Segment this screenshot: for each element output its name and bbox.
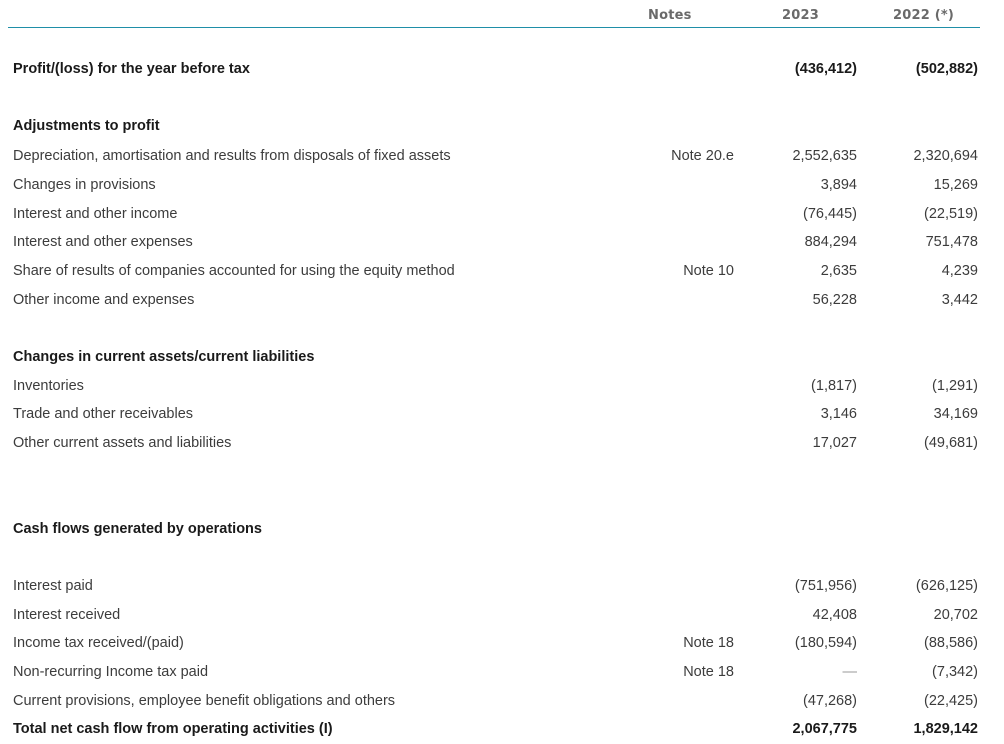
row-label: Current provisions, employee benefit obl… — [13, 693, 396, 709]
row-value-2023: — — [842, 664, 858, 680]
row-label: Inventories — [13, 378, 84, 394]
table-row: Cash flows generated by operations — [0, 521, 1004, 541]
table-row: Trade and other receivables 3,146 34,169 — [0, 406, 1004, 426]
table-row: Inventories (1,817) (1,291) — [0, 378, 1004, 398]
table-row: Current provisions, employee benefit obl… — [0, 693, 1004, 713]
row-value-2023: 2,635 — [820, 263, 857, 279]
row-value-2023: 42,408 — [812, 607, 857, 623]
row-value-2022: 751,478 — [925, 234, 978, 250]
row-label: Changes in provisions — [13, 177, 156, 193]
row-value-2023: (47,268) — [802, 693, 857, 709]
table-row: Interest and other income (76,445) (22,519… — [0, 206, 1004, 226]
row-value-2022: (22,425) — [923, 693, 978, 709]
row-value-2023: 56,228 — [812, 292, 857, 308]
table-row: Total net cash flow from operating activ… — [0, 721, 1004, 741]
row-label: Cash flows generated by operations — [13, 521, 262, 537]
table-row: Other current assets and liabilities 17,0… — [0, 435, 1004, 455]
row-label: Interest and other expenses — [13, 234, 193, 250]
table-row: Non-recurring Income tax paid Note 18 — (7,… — [0, 664, 1004, 684]
table-row: Profit/(loss) for the year before tax (43… — [0, 61, 1004, 81]
row-value-2022: 2,320,694 — [913, 148, 978, 164]
row-value-2023: 884,294 — [804, 234, 857, 250]
row-label: Interest and other income — [13, 206, 178, 222]
row-value-2022: 1,829,142 — [913, 721, 978, 737]
row-note: Note 18 — [683, 664, 734, 680]
row-value-2022: (626,125) — [915, 578, 978, 594]
row-value-2022: (502,882) — [915, 61, 978, 77]
row-label: Non-recurring Income tax paid — [13, 664, 209, 680]
table-row: Share of results of companies accounted … — [0, 263, 1004, 283]
row-value-2022: (88,586) — [923, 635, 978, 651]
row-value-2022: 20,702 — [933, 607, 978, 623]
row-value-2022: 15,269 — [933, 177, 978, 193]
row-value-2023: (751,956) — [794, 578, 857, 594]
table-row: Adjustments to profit — [0, 118, 1004, 138]
table-row: Changes in provisions 3,894 15,269 — [0, 177, 1004, 197]
header-2023: 2023 — [782, 8, 819, 23]
row-value-2022: (49,681) — [923, 435, 978, 451]
row-label: Adjustments to profit — [13, 118, 160, 134]
row-value-2022: (22,519) — [923, 206, 978, 222]
row-label: Depreciation, amortisation and results f… — [13, 148, 451, 164]
table-row: Interest received 42,408 20,702 — [0, 607, 1004, 627]
header-2022: 2022 (*) — [893, 8, 954, 23]
row-value-2023: (76,445) — [802, 206, 857, 222]
row-label: Other income and expenses — [13, 292, 195, 308]
row-note: Note 18 — [683, 635, 734, 651]
row-note: Note 10 — [683, 263, 734, 279]
row-value-2023: 3,146 — [820, 406, 857, 422]
row-label: Profit/(loss) for the year before tax — [13, 61, 250, 77]
row-label: Share of results of companies accounted … — [13, 263, 455, 279]
row-label: Trade and other receivables — [13, 406, 194, 422]
row-value-2023: 2,067,775 — [792, 721, 857, 737]
row-value-2022: 4,239 — [941, 263, 978, 279]
row-value-2023: 2,552,635 — [792, 148, 857, 164]
row-label: Changes in current assets/current liabil… — [13, 349, 315, 365]
header-notes: Notes — [648, 8, 692, 23]
row-label: Total net cash flow from operating activ… — [13, 721, 333, 737]
row-value-2022: (1,291) — [932, 378, 978, 394]
row-label: Interest paid — [13, 578, 93, 594]
table-row: Other income and expenses 56,228 3,442 — [0, 292, 1004, 312]
row-label: Other current assets and liabilities — [13, 435, 232, 451]
row-value-2023: (1,817) — [811, 378, 857, 394]
row-value-2023: (180,594) — [794, 635, 857, 651]
table-row: Interest and other expenses 884,294 751,47… — [0, 234, 1004, 254]
header-rule — [8, 27, 980, 28]
table-row: Changes in current assets/current liabil… — [0, 349, 1004, 369]
table-row: Income tax received/(paid) Note 18 (180,59… — [0, 635, 1004, 655]
row-label: Income tax received/(paid) — [13, 635, 184, 651]
table-row: Depreciation, amortisation and results f… — [0, 148, 1004, 168]
row-value-2022: 34,169 — [933, 406, 978, 422]
row-note: Note 20.e — [671, 148, 734, 164]
row-value-2023: 17,027 — [812, 435, 857, 451]
row-value-2023: (436,412) — [794, 61, 857, 77]
row-value-2023: 3,894 — [820, 177, 857, 193]
row-value-2022: (7,342) — [932, 664, 978, 680]
row-value-2022: 3,442 — [941, 292, 978, 308]
table-row: Interest paid (751,956) (626,125) — [0, 578, 1004, 598]
row-label: Interest received — [13, 607, 121, 623]
